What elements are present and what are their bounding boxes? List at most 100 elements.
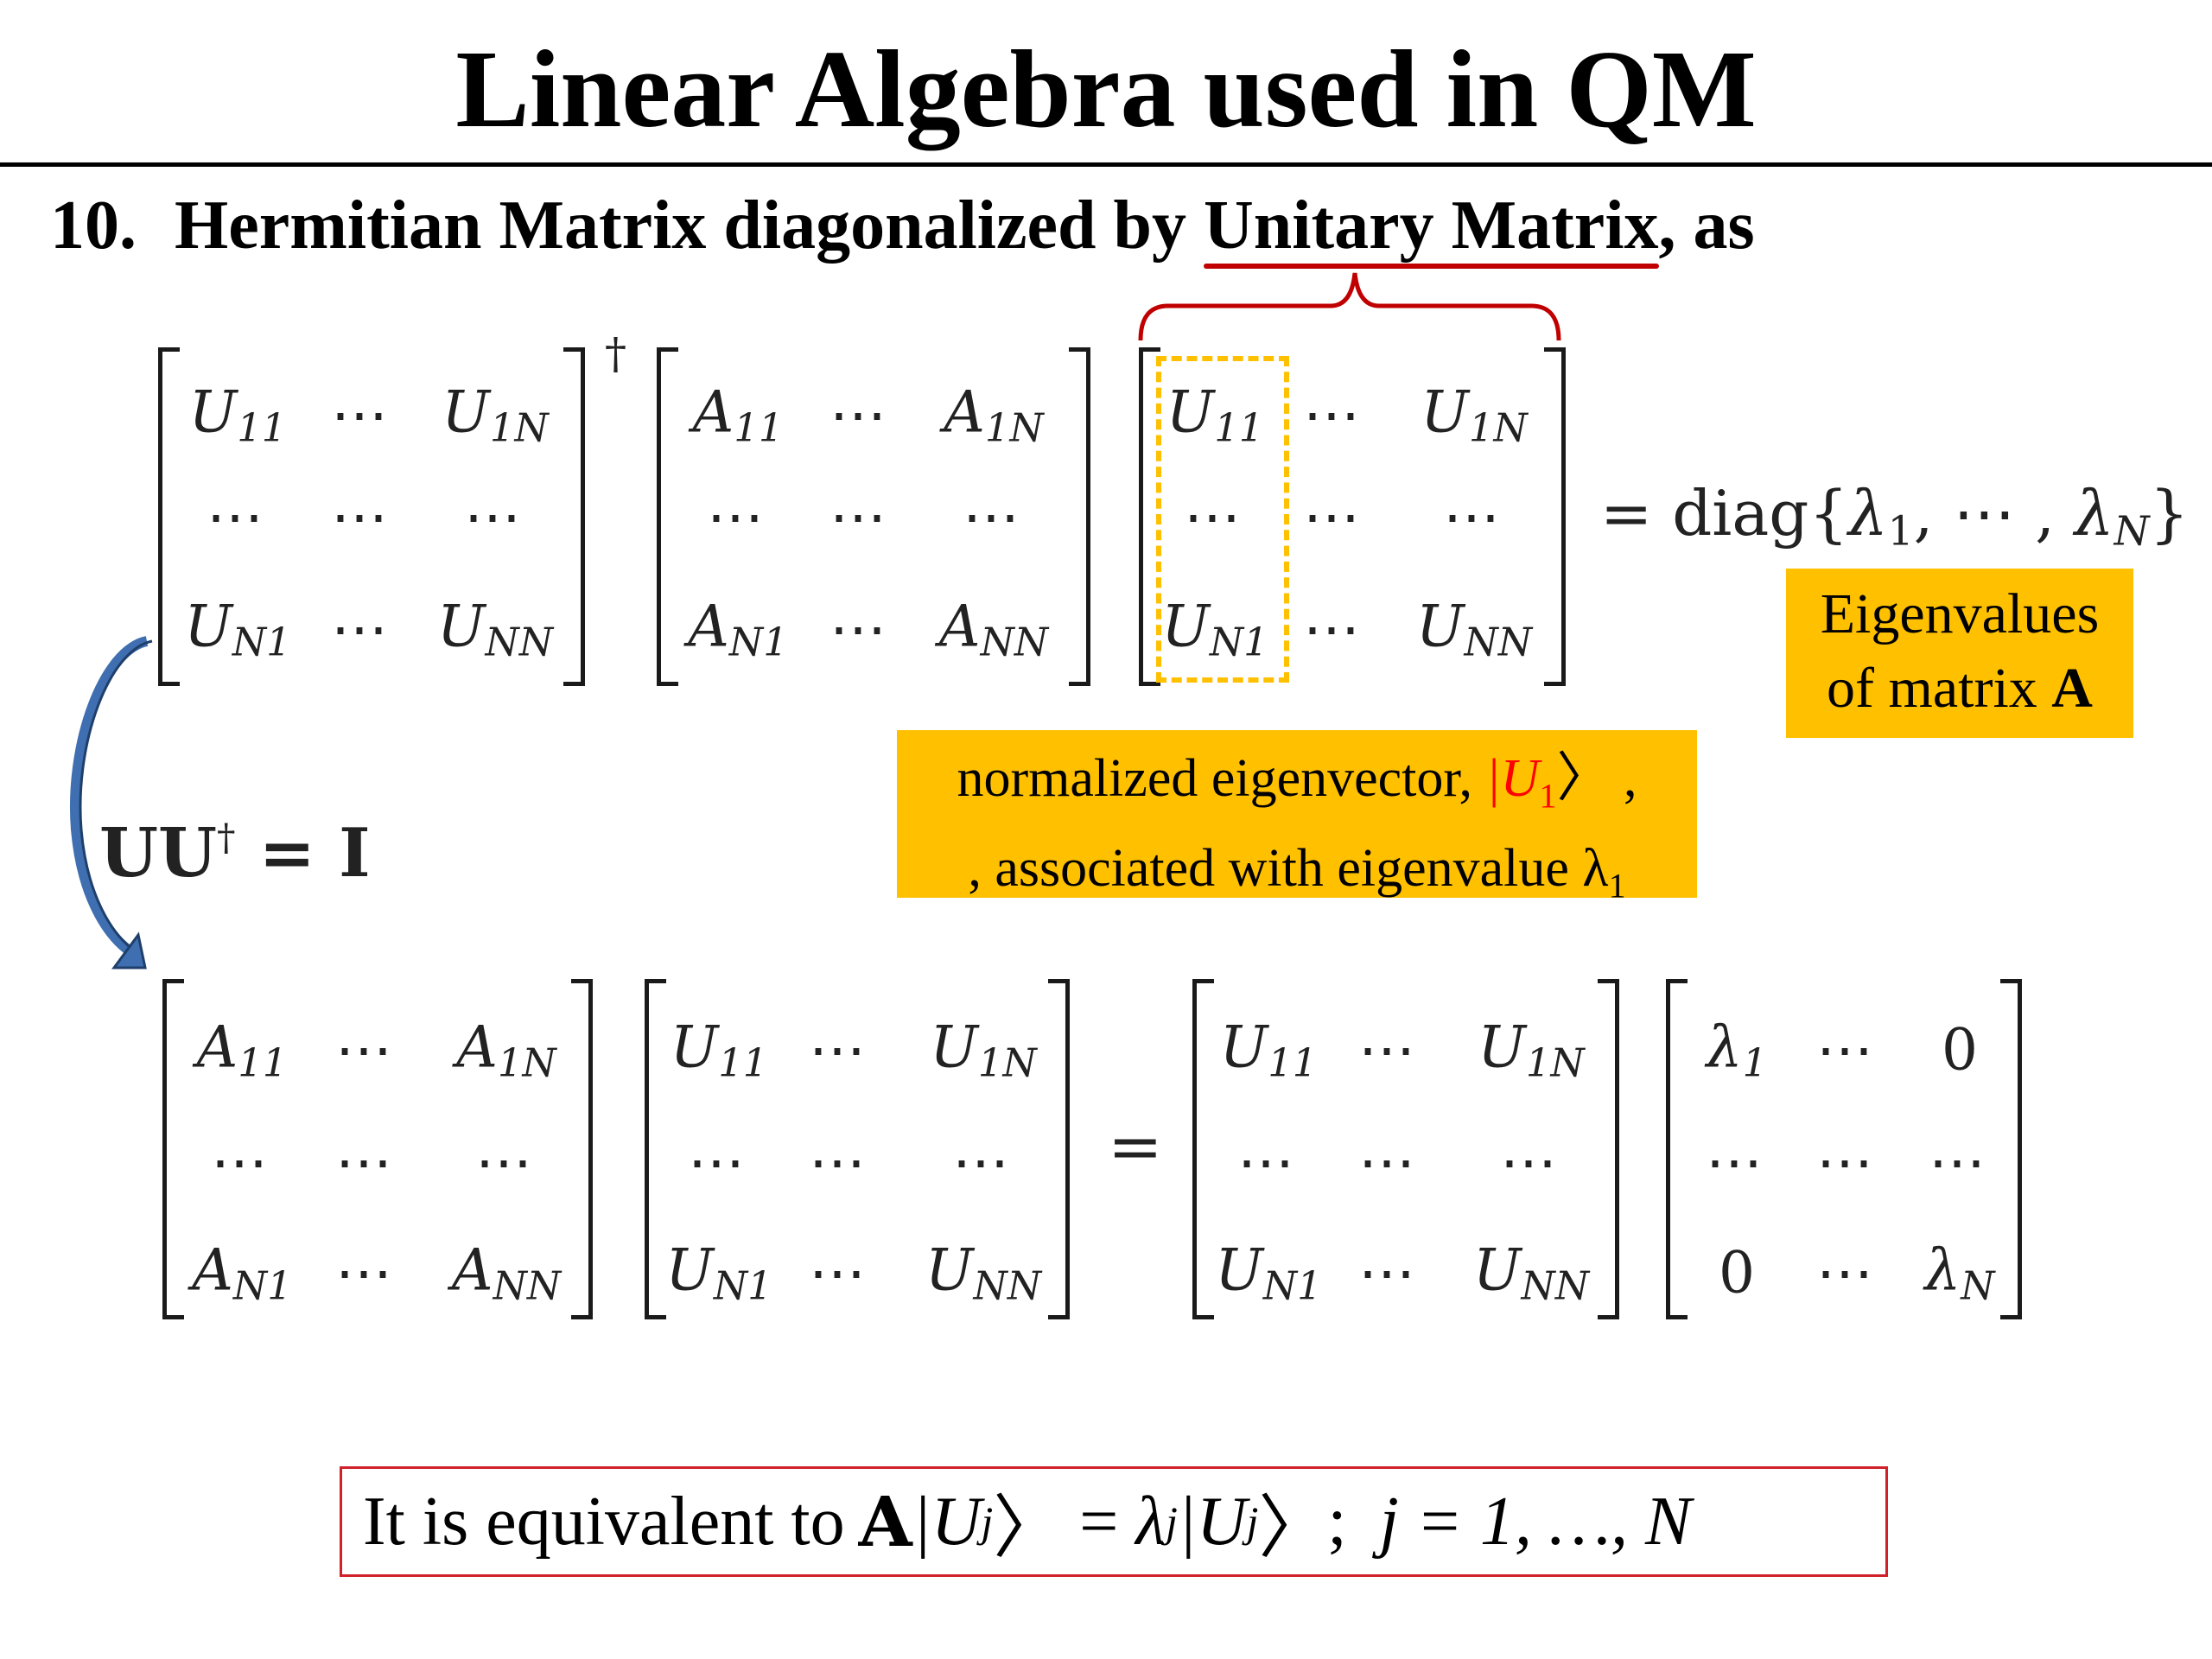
conclusion-ket2-sub: j bbox=[1246, 1497, 1259, 1546]
matrix-u-left-bottom: U11 ⋯ U1N ⋯ ⋯ ⋯ UN1 ⋯ UNN bbox=[645, 979, 1070, 1319]
matrix-cell: 0 bbox=[1942, 1016, 1978, 1084]
matrix-cell: ⋯ bbox=[809, 1128, 871, 1196]
matrix-cell: ⋯ bbox=[207, 483, 269, 550]
conclusion-ket1-close: 〉 bbox=[993, 1491, 1063, 1567]
ket-u1-sub: 1 bbox=[1539, 776, 1557, 816]
matrix-cell: ⋯ bbox=[1303, 595, 1365, 663]
matrix-lambda: λ1 ⋯ 0 ⋯ ⋯ ⋯ 0 ⋯ λN bbox=[1666, 979, 2022, 1319]
bracket-left bbox=[657, 347, 678, 686]
matrix-cell: U11 bbox=[670, 1014, 768, 1086]
ket-u1: |U1 bbox=[1486, 749, 1557, 815]
eigenvector-line1: normalized eigenvector, |U1〉 , bbox=[897, 742, 1697, 832]
bracket-left bbox=[1666, 979, 1688, 1319]
lambda-1: λ bbox=[1848, 477, 1888, 550]
heading-text-pre: Hermitian Matrix diagonalized by bbox=[175, 188, 1205, 264]
matrix-a-symbol: A bbox=[2051, 657, 2093, 720]
matrix-cell: A11 bbox=[196, 1014, 288, 1086]
conclusion-semicolon: ; bbox=[1327, 1483, 1347, 1560]
matrix-u-right-bottom: U11 ⋯ U1N ⋯ ⋯ ⋯ UN1 ⋯ UNN bbox=[1192, 979, 1619, 1319]
matrix-cell: λ1 bbox=[1706, 1014, 1768, 1086]
page-title: Linear Algebra used in QM bbox=[455, 28, 1757, 150]
matrix-cell: ⋯ bbox=[952, 1128, 1014, 1196]
matrix-cell: ⋯ bbox=[331, 595, 393, 663]
identity-dagger: † bbox=[217, 816, 236, 860]
equals-sign: = bbox=[1108, 1108, 1163, 1185]
matrix-cell: ⋯ bbox=[809, 1016, 871, 1084]
matrix-cell: ⋯ bbox=[1500, 1128, 1562, 1196]
matrix-cell: UN1 bbox=[184, 593, 291, 665]
matrix-cell: U11 bbox=[1166, 378, 1264, 451]
eigenvalues-line2: of matrix A bbox=[1786, 652, 2133, 726]
diag-prefix: = diag{ bbox=[1600, 477, 1849, 550]
bracket-right bbox=[2000, 979, 2022, 1319]
eigenvector-line2-pre: , associated with eigenvalue λ bbox=[968, 839, 1609, 899]
conclusion-ket1-sub: j bbox=[981, 1497, 994, 1546]
bracket-left bbox=[1192, 979, 1214, 1319]
eigenvector-line1-post: , bbox=[1610, 749, 1637, 808]
matrix-cell: ⋯ bbox=[1184, 483, 1246, 550]
matrix-cell: UN1 bbox=[1215, 1236, 1322, 1309]
matrix-cell: ⋯ bbox=[1358, 1016, 1421, 1084]
matrix-cell: U11 bbox=[1219, 1014, 1318, 1086]
identity-uu: UU bbox=[99, 814, 218, 893]
eigenvector-line2: , associated with eigenvalue λ1 bbox=[897, 832, 1697, 922]
bracket-right bbox=[1048, 979, 1070, 1319]
matrix-cell: UNN bbox=[1472, 1236, 1590, 1309]
matrix-cell: ⋯ bbox=[963, 483, 1025, 550]
eigenvalues-box: Eigenvalues of matrix A bbox=[1786, 569, 2133, 738]
bracket-right bbox=[1544, 347, 1566, 686]
lambda-1-sub: 1 bbox=[1887, 508, 1914, 556]
matrix-cell: UNN bbox=[925, 1236, 1042, 1309]
matrix-cell: ⋯ bbox=[1443, 483, 1505, 550]
matrix-cell: ⋯ bbox=[830, 483, 892, 550]
eigenvector-line1-pre: normalized eigenvector, bbox=[957, 749, 1486, 808]
matrix-cell: ⋯ bbox=[1303, 483, 1365, 550]
conclusion-ket2-close: 〉 bbox=[1258, 1491, 1328, 1567]
bracket-left bbox=[645, 979, 666, 1319]
matrix-cell: U1N bbox=[1478, 1014, 1585, 1086]
matrix-cell: ⋯ bbox=[335, 1128, 397, 1196]
first-column-highlight bbox=[1156, 356, 1289, 683]
matrix-cell: ⋯ bbox=[1929, 1128, 1991, 1196]
lambda-n-sub: N bbox=[2113, 508, 2150, 556]
matrix-u-dagger: U11 ⋯ U1N ⋯ ⋯ ⋯ UN1 ⋯ UNN bbox=[158, 347, 585, 686]
matrix-cell: ⋯ bbox=[1816, 1016, 1878, 1084]
matrix-cell: ANN bbox=[938, 593, 1049, 665]
matrix-cell: A11 bbox=[692, 378, 784, 451]
lambda-n: λ bbox=[2075, 477, 2114, 550]
matrix-cell: ⋯ bbox=[1303, 381, 1365, 448]
matrix-cell: UNN bbox=[1415, 593, 1533, 665]
matrix-cell: A1N bbox=[944, 378, 1044, 451]
heading-unitary-matrix: Unitary Matrix bbox=[1204, 188, 1659, 264]
diag-suffix: } bbox=[2149, 477, 2190, 550]
matrix-cell: A1N bbox=[456, 1014, 556, 1086]
matrix-cell: ⋯ bbox=[830, 381, 892, 448]
diag-mid: , ⋯ , bbox=[1913, 477, 2075, 550]
matrix-cell: ⋯ bbox=[331, 381, 393, 448]
matrix-cell: ⋯ bbox=[211, 1128, 273, 1196]
bracket-left bbox=[1139, 347, 1160, 686]
matrix-cell: ⋯ bbox=[830, 595, 892, 663]
matrix-cell: UNN bbox=[436, 593, 554, 665]
matrix-cell: ⋯ bbox=[1816, 1128, 1878, 1196]
conclusion-index: j = 1, …, N bbox=[1379, 1483, 1692, 1560]
matrix-cell: 0 bbox=[1719, 1239, 1755, 1306]
matrix-cell: ⋯ bbox=[809, 1239, 871, 1306]
matrix-cell: ⋯ bbox=[1706, 1128, 1768, 1196]
matrix-cell: AN1 bbox=[192, 1236, 292, 1309]
eigenvalues-line2-pre: of matrix bbox=[1827, 657, 2052, 720]
matrix-cell: ⋯ bbox=[1358, 1128, 1421, 1196]
matrix-cell: ANN bbox=[451, 1236, 562, 1309]
matrix-cell: ⋯ bbox=[1816, 1239, 1878, 1306]
bracket-left bbox=[162, 979, 184, 1319]
conclusion-matrix-a: A bbox=[858, 1481, 912, 1562]
matrix-u: U11 ⋯ U1N ⋯ ⋯ ⋯ UN1 ⋯ UNN bbox=[1139, 347, 1566, 686]
matrix-cell: AN1 bbox=[688, 593, 788, 665]
matrix-cell: U1N bbox=[442, 378, 549, 451]
bracket-right bbox=[1069, 347, 1090, 686]
matrix-cell: ⋯ bbox=[335, 1016, 397, 1084]
matrix-cell: ⋯ bbox=[1237, 1128, 1300, 1196]
matrix-cell: U1N bbox=[930, 1014, 1037, 1086]
